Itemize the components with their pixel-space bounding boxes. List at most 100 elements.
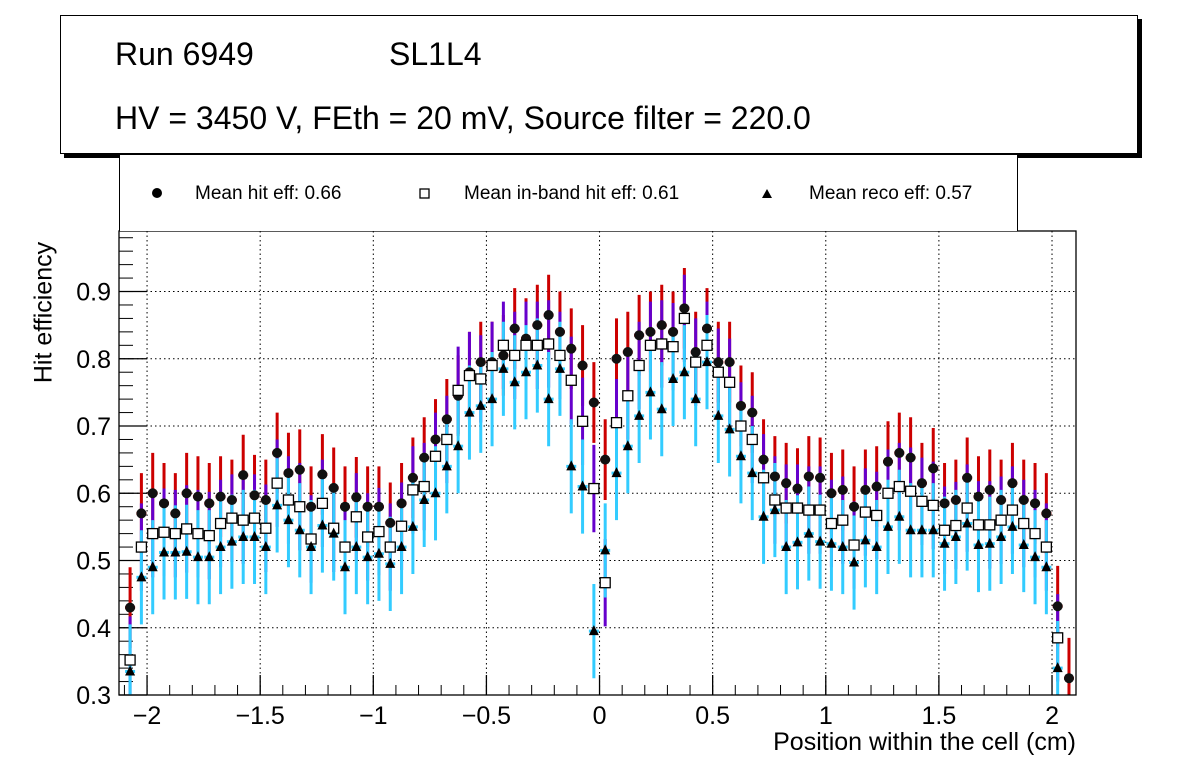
x-tick-label: −2 xyxy=(133,702,162,730)
inband-eff-point xyxy=(633,359,645,372)
inband-eff-point xyxy=(837,514,849,526)
inband-eff-point xyxy=(418,480,430,493)
reco-eff-point xyxy=(735,450,746,461)
inband-eff-point xyxy=(599,577,611,589)
title-box: Run 6949 SL1L4 HV = 3450 V, FEth = 20 mV… xyxy=(60,15,1138,154)
x-tick-label: −0.5 xyxy=(462,702,511,730)
reco-eff-point xyxy=(622,440,633,451)
hit-eff-point xyxy=(498,350,509,361)
hit-eff-point xyxy=(996,494,1007,505)
hit-eff-point xyxy=(905,452,916,463)
reco-eff-point xyxy=(441,460,452,471)
x-tick-label: 1 xyxy=(819,702,833,730)
conditions-label: HV = 3450 V, FEth = 20 mV, Source filter… xyxy=(115,100,811,136)
inband-eff-point xyxy=(248,512,261,524)
reco-eff-point xyxy=(351,541,362,552)
reco-eff-point xyxy=(781,541,792,552)
hit-eff-point xyxy=(396,498,407,509)
hit-eff-point xyxy=(962,472,973,483)
hit-eff-point xyxy=(306,501,317,512)
reco-eff-point xyxy=(611,467,622,478)
hit-eff-point xyxy=(328,482,339,493)
inband-eff-point xyxy=(1052,632,1064,644)
hit-eff-point xyxy=(577,360,588,371)
hit-eff-point xyxy=(317,469,328,480)
hit-eff-point xyxy=(588,397,599,408)
hit-eff-point xyxy=(645,326,656,337)
hit-eff-point xyxy=(509,323,520,334)
run-label: Run 6949 xyxy=(115,36,254,72)
hit-eff-point xyxy=(215,491,226,502)
hit-eff-point xyxy=(1063,673,1074,684)
reco-eff-point xyxy=(543,393,554,404)
inband-eff-point xyxy=(588,482,600,495)
hit-eff-point xyxy=(747,407,758,418)
inband-eff-point xyxy=(271,477,283,489)
reco-eff-point xyxy=(328,527,339,538)
inband-eff-point xyxy=(791,502,804,514)
hit-eff-point xyxy=(634,330,645,341)
inband-eff-point xyxy=(316,497,329,509)
reco-eff-point xyxy=(837,541,848,552)
reco-eff-point xyxy=(487,393,498,404)
hit-eff-point xyxy=(815,472,826,483)
x-tick-label: 0 xyxy=(593,702,607,730)
hit-eff-point xyxy=(939,498,950,509)
reco-eff-point xyxy=(181,545,192,556)
inband-eff-point xyxy=(938,524,951,536)
reco-eff-point xyxy=(147,561,158,572)
reco-eff-point xyxy=(498,362,509,373)
inband-eff-point xyxy=(893,480,905,493)
inband-eff-point xyxy=(486,359,498,372)
hit-eff-point xyxy=(769,471,780,482)
inband-eff-point xyxy=(237,514,249,526)
inband-eff-point xyxy=(712,366,724,378)
hit-eff-point xyxy=(430,434,441,445)
reco-eff-point xyxy=(521,366,532,377)
reco-eff-point xyxy=(973,539,984,550)
reco-eff-point xyxy=(577,480,588,491)
inband-eff-point xyxy=(814,504,826,516)
hit-eff-point xyxy=(238,470,249,481)
hit-eff-point xyxy=(679,303,690,314)
inband-eff-point xyxy=(701,339,713,351)
reco-eff-point xyxy=(215,541,226,552)
hit-eff-point xyxy=(362,501,373,512)
hit-eff-point xyxy=(260,494,271,505)
inband-eff-point xyxy=(124,654,136,666)
inband-eff-point xyxy=(441,433,453,446)
reco-eff-point xyxy=(362,551,373,562)
inband-eff-point xyxy=(282,494,295,506)
inband-eff-point xyxy=(192,527,204,540)
reco-eff-point xyxy=(984,537,995,548)
hit-eff-point xyxy=(192,491,203,502)
reco-eff-point xyxy=(882,520,893,531)
reco-eff-point xyxy=(871,541,882,552)
hit-eff-point xyxy=(1041,508,1052,519)
reco-eff-point xyxy=(690,393,701,404)
reco-eff-point xyxy=(1041,561,1052,572)
hit-eff-point xyxy=(283,468,294,479)
inband-eff-point xyxy=(531,339,543,351)
hit-eff-point xyxy=(656,320,667,331)
inband-eff-point xyxy=(927,499,939,512)
reco-eff-point xyxy=(939,537,950,548)
reco-eff-point xyxy=(260,541,271,552)
hit-eff-point xyxy=(973,491,984,502)
hit-eff-point xyxy=(385,517,396,528)
inband-eff-point xyxy=(203,529,215,542)
reco-eff-point xyxy=(532,359,543,370)
y-tick-label: 0.7 xyxy=(76,413,111,441)
inband-eff-point xyxy=(226,512,238,524)
y-tick-label: 0.5 xyxy=(76,548,111,576)
inband-eff-point xyxy=(678,312,691,325)
inband-eff-point xyxy=(554,349,566,362)
reco-eff-point xyxy=(962,517,973,528)
hit-eff-point xyxy=(272,447,283,458)
reco-eff-point xyxy=(588,625,599,636)
inband-eff-point xyxy=(803,504,815,516)
hit-eff-point xyxy=(226,494,237,505)
reco-eff-point xyxy=(204,551,215,562)
reco-eff-point xyxy=(600,544,611,555)
